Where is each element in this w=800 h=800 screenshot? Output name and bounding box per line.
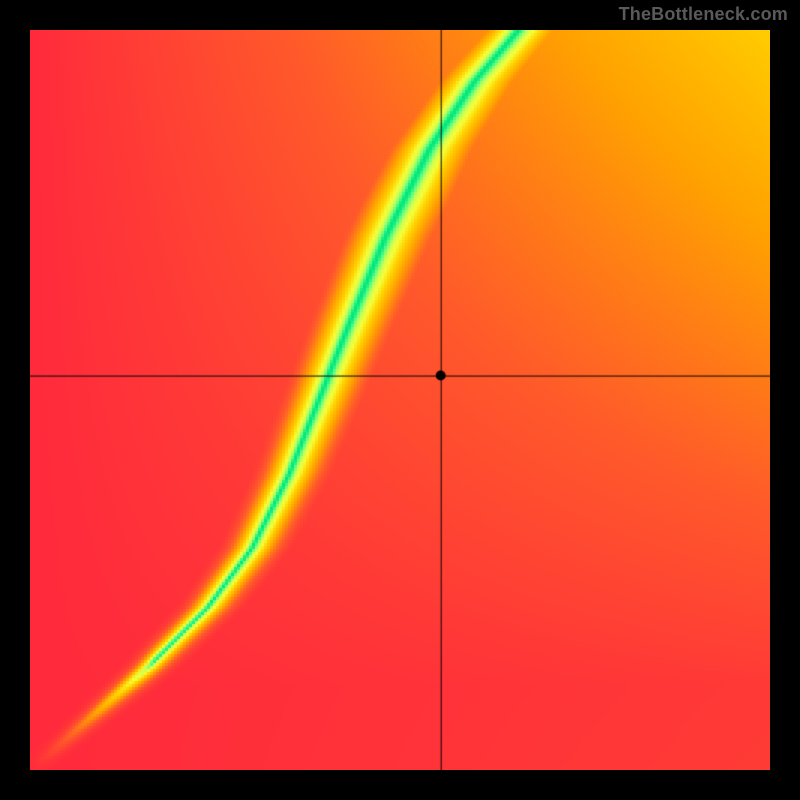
heatmap-canvas bbox=[30, 30, 770, 770]
heatmap-chart bbox=[30, 30, 770, 770]
watermark-text: TheBottleneck.com bbox=[619, 4, 788, 25]
